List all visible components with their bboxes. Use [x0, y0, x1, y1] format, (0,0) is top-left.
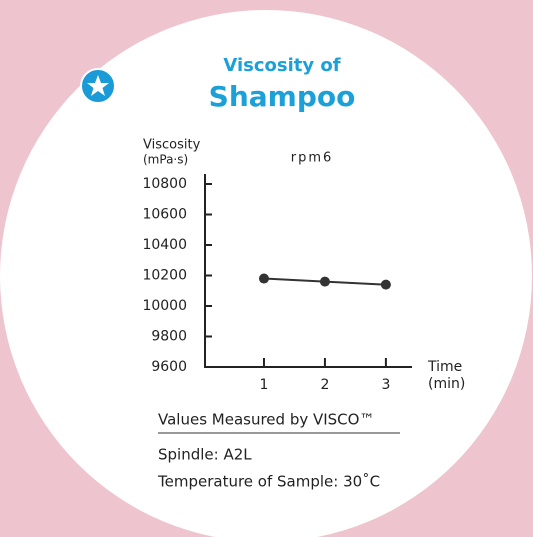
- data-point: [319, 276, 330, 287]
- y-tick-label: 10000: [142, 298, 187, 314]
- star-icon: [87, 75, 109, 96]
- y-tick-label: 10600: [142, 207, 187, 223]
- y-tick-label: 9800: [151, 329, 187, 345]
- chart-title: Viscosity of: [223, 55, 340, 76]
- x-axis-label: (min): [428, 376, 465, 392]
- backdrop-circle: [0, 10, 532, 537]
- x-tick-label: 3: [381, 377, 390, 393]
- x-axis-label: Time: [427, 359, 462, 375]
- y-tick-label: 10200: [142, 268, 187, 284]
- y-tick-label: 10400: [142, 237, 187, 253]
- annotation: Temperature of Sample: 30˚C: [157, 473, 380, 491]
- y-axis-label: (mPa·s): [143, 153, 188, 167]
- y-tick-label: 9600: [151, 359, 187, 375]
- x-tick-label: 1: [260, 377, 269, 393]
- chart-title: Shampoo: [209, 80, 356, 113]
- data-point: [380, 279, 391, 290]
- chart-subtitle: rpm6: [291, 151, 334, 166]
- data-point: [258, 273, 269, 284]
- x-tick-label: 2: [320, 377, 329, 393]
- annotation: Spindle: A2L: [158, 446, 252, 464]
- annotation: Values Measured by VISCO™: [158, 411, 374, 429]
- y-tick-label: 10800: [142, 176, 187, 192]
- y-axis-label: Viscosity: [143, 138, 201, 153]
